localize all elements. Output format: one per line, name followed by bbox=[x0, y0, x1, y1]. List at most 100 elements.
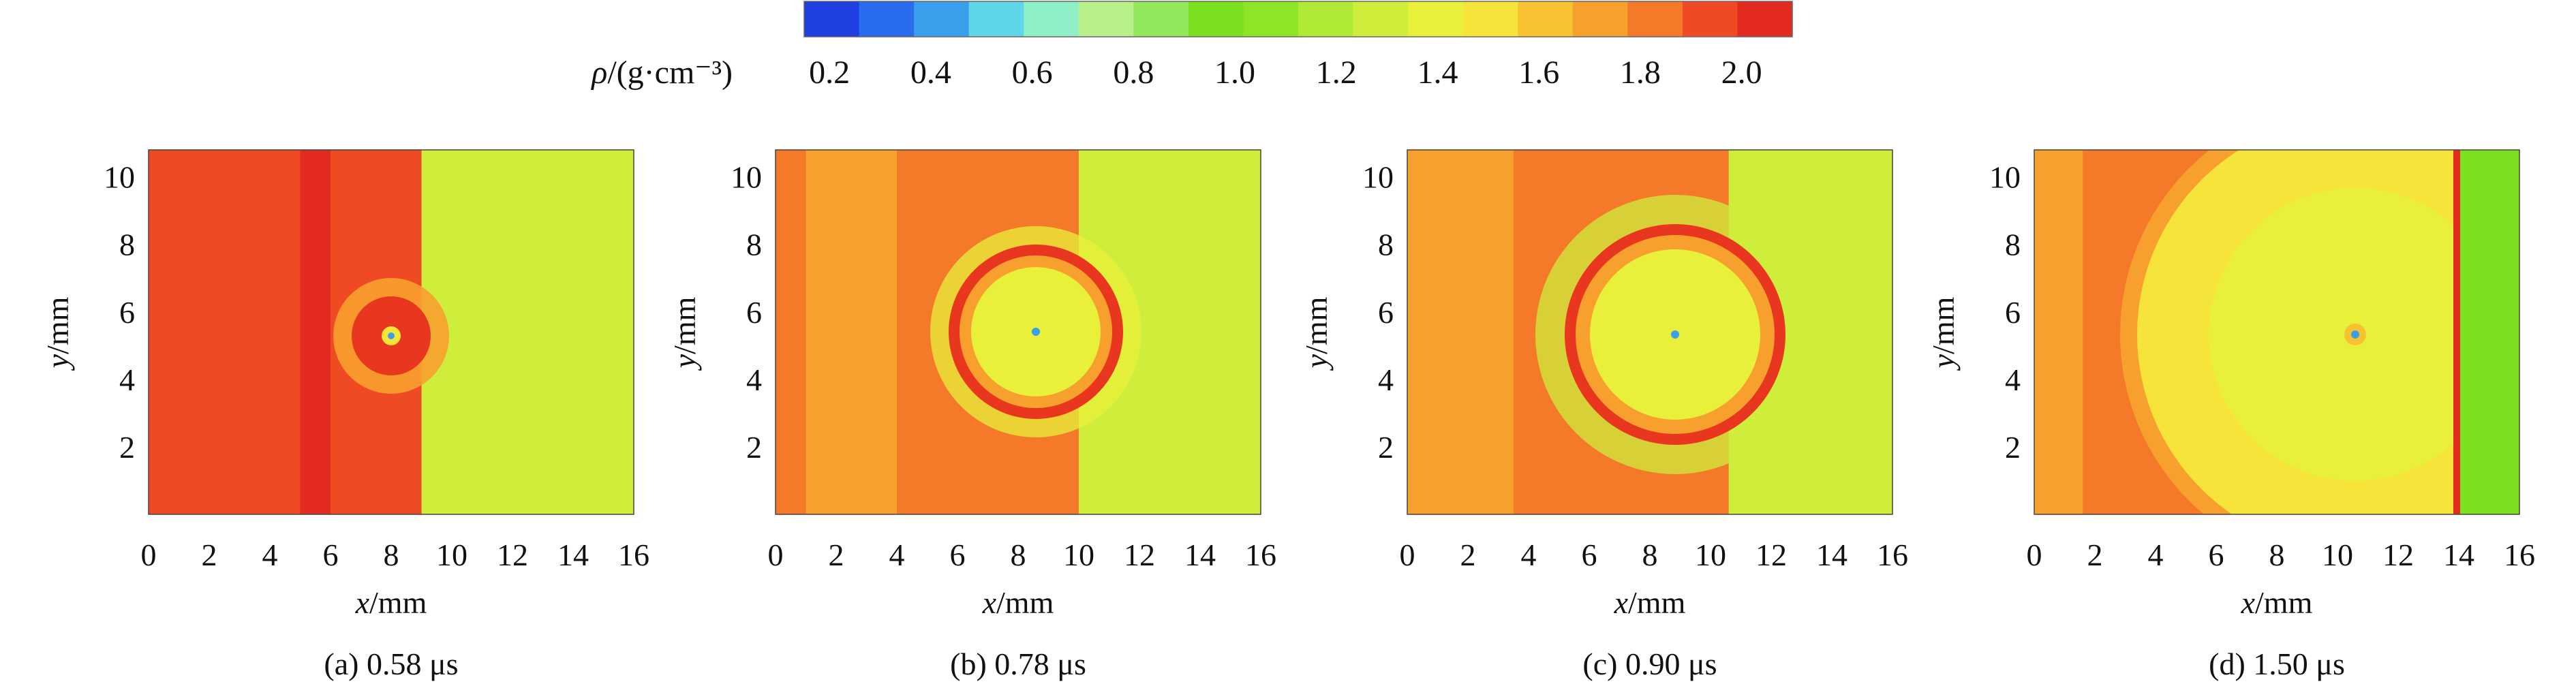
density-band bbox=[209, 150, 301, 514]
colorbar-tick-labels: 0.2 0.4 0.6 0.8 1.0 1.2 1.4 1.6 1.8 2.0 bbox=[809, 54, 1762, 91]
panel-a-core-dot bbox=[388, 332, 395, 339]
density-band bbox=[421, 150, 634, 514]
panel-d: 0 2 4 6 8 10 12 14 16 2 4 6 8 10 x/mm y/mm (d) 1.50 … bbox=[1926, 149, 2536, 681]
y-tick-label: 8 bbox=[746, 228, 762, 262]
panel-b-y-axis-label: y/mm bbox=[667, 296, 702, 371]
x-tick-label: 4 bbox=[2148, 537, 2164, 572]
colorbar-cell bbox=[968, 1, 1024, 37]
panel-d-front-line bbox=[2453, 150, 2460, 514]
panel-d-caption: (d) 1.50 μs bbox=[2209, 646, 2345, 681]
colorbar-label-symbol: ρ bbox=[590, 54, 607, 91]
x-tick-label: 12 bbox=[1124, 537, 1155, 572]
x-tick-label: 8 bbox=[1011, 537, 1026, 572]
panel-c-y-axis-label: y/mm bbox=[1299, 296, 1334, 371]
panel-d-core bbox=[2351, 330, 2359, 339]
x-tick-label: 0 bbox=[141, 537, 157, 572]
y-tick-label: 8 bbox=[119, 228, 135, 262]
colorbar-cell bbox=[914, 1, 970, 37]
colorbar-tick-label: 0.6 bbox=[1012, 54, 1053, 91]
y-tick-label: 4 bbox=[119, 362, 135, 397]
panel-a-y-axis-label: y/mm bbox=[40, 296, 75, 371]
colorbar-tick-label: 0.2 bbox=[809, 54, 850, 91]
x-tick-label: 4 bbox=[889, 537, 905, 572]
panel-a-x-axis-label: x/mm bbox=[355, 585, 427, 620]
x-tick-label: 10 bbox=[2322, 537, 2353, 572]
colorbar-tick-label: 0.4 bbox=[910, 54, 951, 91]
y-tick-label: 10 bbox=[731, 160, 762, 195]
x-tick-label: 8 bbox=[2269, 537, 2285, 572]
panel-b-core bbox=[1032, 328, 1040, 336]
y-tick-label: 4 bbox=[746, 362, 762, 397]
panel-c-y-tick-labels: 2 4 6 8 10 bbox=[1362, 160, 1394, 465]
colorbar-tick-label: 1.4 bbox=[1417, 54, 1458, 91]
colorbar-cell bbox=[1133, 1, 1189, 37]
x-tick-label: 14 bbox=[2443, 537, 2474, 572]
colorbar-cell bbox=[1298, 1, 1354, 37]
y-tick-label: 4 bbox=[2005, 362, 2021, 397]
colorbar-tick-label: 0.8 bbox=[1113, 54, 1154, 91]
y-tick-label: 10 bbox=[104, 160, 135, 195]
x-tick-label: 6 bbox=[950, 537, 966, 572]
panel-a: 0 2 4 6 8 10 12 14 16 2 4 6 8 10 x/mm y/mm (a) 0.58 … bbox=[40, 149, 650, 681]
colorbar-cell bbox=[859, 1, 915, 37]
x-tick-label: 16 bbox=[1877, 537, 1908, 572]
x-tick-label: 16 bbox=[1245, 537, 1276, 572]
y-tick-label: 6 bbox=[746, 295, 762, 330]
x-tick-label: 6 bbox=[2209, 537, 2224, 572]
colorbar-tick-label: 1.6 bbox=[1518, 54, 1559, 91]
x-tick-label: 12 bbox=[497, 537, 528, 572]
panel-b-bands bbox=[776, 150, 1261, 514]
panel-c-x-tick-labels: 0 2 4 6 8 10 12 14 16 bbox=[1400, 537, 1909, 572]
x-tick-label: 6 bbox=[323, 537, 339, 572]
colorbar-tick-label: 1.8 bbox=[1620, 54, 1661, 91]
colorbar-cell bbox=[804, 1, 860, 37]
panel-a-y-tick-labels: 2 4 6 8 10 bbox=[104, 160, 135, 465]
panel-a-x-tick-labels: 0 2 4 6 8 10 12 14 16 bbox=[141, 537, 650, 572]
y-tick-label: 2 bbox=[119, 430, 135, 465]
colorbar-tick-label: 1.2 bbox=[1316, 54, 1357, 91]
x-tick-label: 0 bbox=[768, 537, 784, 572]
x-tick-label: 14 bbox=[1816, 537, 1847, 572]
colorbar-gradient bbox=[804, 1, 1793, 37]
colorbar-cell bbox=[1024, 1, 1079, 37]
y-tick-label: 4 bbox=[1378, 362, 1394, 397]
panel-c-x-axis-label: x/mm bbox=[1614, 585, 1686, 620]
panel-b-x-axis-label: x/mm bbox=[982, 585, 1054, 620]
x-tick-label: 2 bbox=[1460, 537, 1476, 572]
colorbar-cell bbox=[1188, 1, 1244, 37]
panel-a-heatmap bbox=[149, 150, 634, 514]
x-tick-label: 4 bbox=[262, 537, 278, 572]
x-tick-label: 16 bbox=[618, 537, 649, 572]
x-tick-label: 12 bbox=[1755, 537, 1787, 572]
panel-b-caption: (b) 0.78 μs bbox=[950, 646, 1086, 681]
panel-b: 0 2 4 6 8 10 12 14 16 2 4 6 8 10 x/mm y/mm (b) 0.78 … bbox=[667, 149, 1276, 681]
density-band bbox=[1437, 150, 1514, 514]
x-tick-label: 10 bbox=[1695, 537, 1726, 572]
colorbar-cell bbox=[1737, 1, 1793, 37]
colorbar-tick-label: 1.0 bbox=[1214, 54, 1255, 91]
density-band bbox=[300, 150, 331, 514]
panel-c-heatmap bbox=[1407, 150, 1892, 514]
colorbar-cell bbox=[1518, 1, 1574, 37]
x-tick-label: 4 bbox=[1521, 537, 1537, 572]
colorbar-cell bbox=[1408, 1, 1464, 37]
panel-b-y-tick-labels: 2 4 6 8 10 bbox=[731, 160, 762, 465]
y-tick-label: 2 bbox=[1378, 430, 1394, 465]
panel-c-caption: (c) 0.90 μs bbox=[1582, 646, 1717, 681]
panel-b-frame bbox=[775, 149, 1261, 515]
y-tick-label: 10 bbox=[1362, 160, 1394, 195]
x-tick-label: 2 bbox=[202, 537, 217, 572]
panel-a-caption: (a) 0.58 μs bbox=[324, 646, 458, 681]
y-tick-label: 2 bbox=[746, 430, 762, 465]
density-band bbox=[149, 150, 179, 514]
colorbar-cell bbox=[1682, 1, 1738, 37]
x-tick-label: 2 bbox=[829, 537, 844, 572]
panel-d-right-band bbox=[2459, 150, 2519, 514]
density-band bbox=[776, 150, 806, 514]
x-tick-label: 8 bbox=[384, 537, 399, 572]
colorbar-cell bbox=[1243, 1, 1299, 37]
panel-d-x-tick-labels: 0 2 4 6 8 10 12 14 16 bbox=[2027, 537, 2536, 572]
panel-a-frame bbox=[148, 149, 634, 515]
x-tick-label: 0 bbox=[2027, 537, 2042, 572]
density-band bbox=[2034, 150, 2083, 514]
